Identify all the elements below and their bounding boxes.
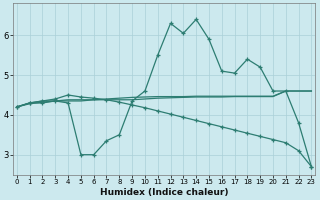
X-axis label: Humidex (Indice chaleur): Humidex (Indice chaleur) — [100, 188, 228, 197]
